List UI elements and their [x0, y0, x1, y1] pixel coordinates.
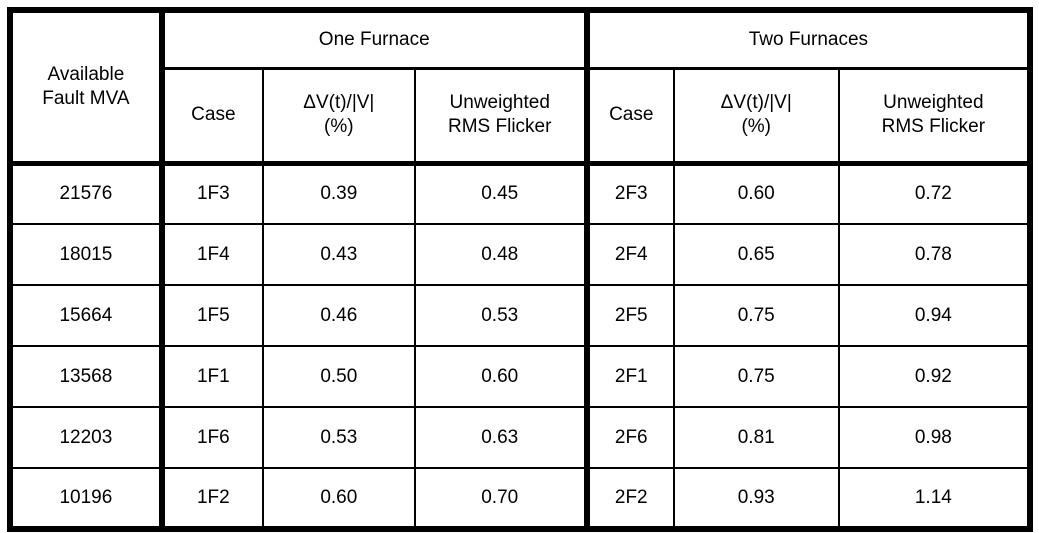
mva-cell: 21576 [9, 162, 163, 225]
one-case-cell: 1F3 [158, 162, 264, 225]
two-rms-cell: 0.94 [837, 284, 1032, 347]
subheader-two-dv-line1: ΔV(t)/|V| [720, 92, 792, 114]
one-case-cell: 1F6 [158, 406, 264, 469]
one-rms-cell: 0.45 [413, 162, 588, 225]
two-dv-cell: 0.65 [672, 223, 840, 286]
subheader-one-dv-line1: ΔV(t)/|V| [303, 92, 375, 114]
one-case-cell: 1F1 [158, 345, 264, 408]
one-case-cell: 1F4 [158, 223, 264, 286]
one-dv-cell: 0.46 [261, 284, 416, 347]
two-dv-cell: 0.75 [672, 284, 840, 347]
one-rms-cell: 0.60 [413, 345, 588, 408]
two-case-cell: 2F3 [583, 162, 675, 225]
subheader-one-rms-line1: Unweighted [449, 92, 550, 114]
one-rms-cell: 0.70 [413, 467, 588, 530]
two-rms-cell: 0.78 [837, 223, 1032, 286]
table-row: 10196 1F2 0.60 0.70 2F2 0.93 1.14 [9, 467, 1032, 530]
subheader-two-rms-line2: RMS Flicker [881, 116, 986, 137]
two-rms-cell: 0.98 [837, 406, 1032, 469]
two-rms-cell: 0.92 [837, 345, 1032, 408]
subheader-two-rms: Unweighted RMS Flicker [837, 67, 1032, 166]
one-dv-cell: 0.39 [261, 162, 416, 225]
subheader-two-dv-line2: (%) [741, 116, 771, 137]
two-case-cell: 2F2 [583, 467, 675, 530]
one-rms-cell: 0.48 [413, 223, 588, 286]
subheader-one-rms: Unweighted RMS Flicker [413, 67, 588, 166]
corner-header-available-fault-mva: Available Fault MVA [9, 9, 163, 166]
one-dv-cell: 0.43 [261, 223, 416, 286]
subheader-one-rms-line2: RMS Flicker [448, 116, 552, 137]
table-row: 15664 1F5 0.46 0.53 2F5 0.75 0.94 [9, 284, 1032, 347]
subheader-two-rms-line1: Unweighted [883, 92, 984, 114]
mva-cell: 10196 [9, 467, 163, 530]
two-dv-cell: 0.60 [672, 162, 840, 225]
two-case-cell: 2F5 [583, 284, 675, 347]
two-rms-cell: 0.72 [837, 162, 1032, 225]
one-case-cell: 1F5 [158, 284, 264, 347]
subheader-two-dv: ΔV(t)/|V| (%) [672, 67, 840, 166]
subheader-two-case: Case [583, 67, 675, 166]
corner-header-line2: Fault MVA [42, 87, 130, 109]
subheader-one-case: Case [158, 67, 264, 166]
header-group-row: Available Fault MVA One Furnace Two Furn… [9, 9, 1032, 166]
two-case-cell: 2F4 [583, 223, 675, 286]
table-row: 13568 1F1 0.50 0.60 2F1 0.75 0.92 [9, 345, 1032, 408]
table-row: 12203 1F6 0.53 0.63 2F6 0.81 0.98 [9, 406, 1032, 469]
one-rms-cell: 0.53 [413, 284, 588, 347]
flicker-results-table: Available Fault MVA One Furnace Two Furn… [7, 7, 1033, 532]
one-case-cell: 1F2 [158, 467, 264, 530]
group-header-one-furnace: One Furnace [158, 9, 588, 70]
mva-cell: 13568 [9, 345, 163, 408]
one-dv-cell: 0.60 [261, 467, 416, 530]
table-row: 21576 1F3 0.39 0.45 2F3 0.60 0.72 [9, 162, 1032, 225]
mva-cell: 12203 [9, 406, 163, 469]
subheader-one-dv-line2: (%) [324, 116, 354, 137]
two-dv-cell: 0.75 [672, 345, 840, 408]
one-rms-cell: 0.63 [413, 406, 588, 469]
corner-header-line1: Available [47, 64, 125, 85]
group-header-two-furnaces: Two Furnaces [583, 9, 1032, 70]
subheader-one-dv: ΔV(t)/|V| (%) [261, 67, 416, 166]
two-rms-cell: 1.14 [837, 467, 1032, 530]
two-dv-cell: 0.93 [672, 467, 840, 530]
one-dv-cell: 0.53 [261, 406, 416, 469]
mva-cell: 15664 [9, 284, 163, 347]
two-case-cell: 2F1 [583, 345, 675, 408]
table-row: 18015 1F4 0.43 0.48 2F4 0.65 0.78 [9, 223, 1032, 286]
header-sub-row: Case ΔV(t)/|V| (%) Unweighted RMS Flicke… [10, 67, 1032, 166]
two-case-cell: 2F6 [583, 406, 675, 469]
one-dv-cell: 0.50 [261, 345, 416, 408]
two-dv-cell: 0.81 [672, 406, 840, 469]
mva-cell: 18015 [9, 223, 163, 286]
